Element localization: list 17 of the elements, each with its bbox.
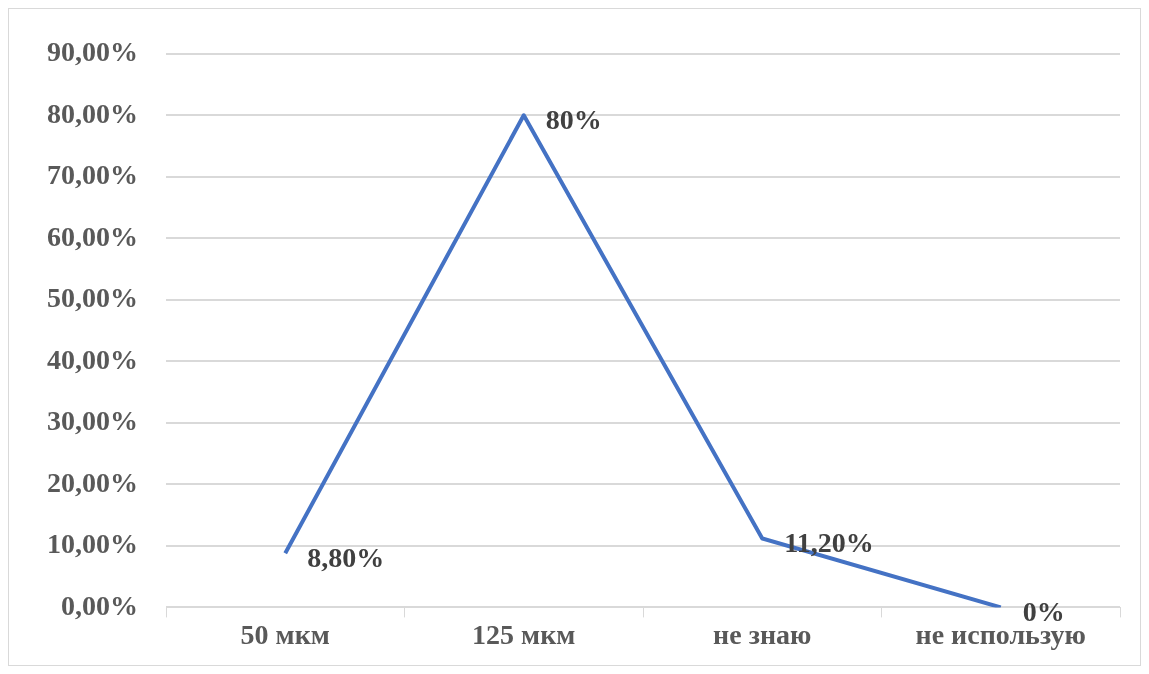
text: 80% — [545, 103, 602, 135]
x-tick-label: 125 мкм — [472, 619, 576, 651]
y-tick-label: 90,00% — [47, 36, 138, 68]
y-tick-label: 60,00% — [47, 220, 138, 252]
y-tick-label: 40,00% — [47, 343, 138, 375]
x-tick-label: не знаю — [713, 619, 812, 651]
x-tick-label: 50 мкм — [240, 619, 330, 651]
y-tick-label: 80,00% — [47, 97, 138, 129]
text: 11,20% — [784, 526, 874, 558]
y-tick-label: 50,00% — [47, 282, 138, 314]
y-tick-label: 30,00% — [47, 405, 138, 437]
y-tick-label: 0,00% — [61, 589, 138, 621]
y-tick-label: 70,00% — [47, 159, 138, 191]
y-tick-label: 20,00% — [47, 466, 138, 498]
text: 8,80% — [307, 541, 385, 573]
y-tick-label: 10,00% — [47, 528, 138, 560]
text: 0% — [1022, 595, 1065, 627]
